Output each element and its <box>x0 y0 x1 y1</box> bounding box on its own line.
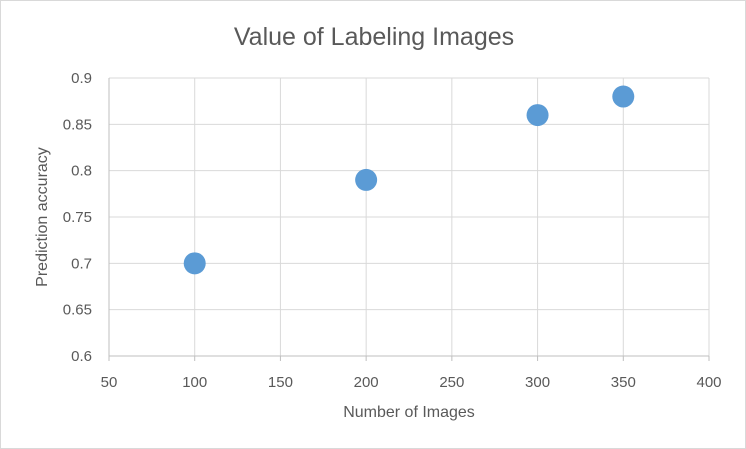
y-tick-label-0: 0.6 <box>71 348 92 365</box>
data-point-3 <box>612 85 635 108</box>
data-point-2 <box>526 104 549 127</box>
x-tick-label-2: 150 <box>268 374 293 391</box>
x-tick-label-1: 100 <box>182 374 207 391</box>
chart-title: Value of Labeling Images <box>234 23 514 51</box>
x-tick-label-7: 400 <box>696 374 721 391</box>
x-axis-title: Number of Images <box>343 404 475 421</box>
y-tick-label-3: 0.75 <box>63 209 92 226</box>
data-point-1 <box>355 168 378 191</box>
y-tick-label-1: 0.65 <box>63 302 92 319</box>
x-tick-label-4: 250 <box>439 374 464 391</box>
data-point-0 <box>183 252 206 275</box>
x-tick-label-5: 300 <box>525 374 550 391</box>
x-tick-label-0: 50 <box>101 374 118 391</box>
y-tick-label-2: 0.7 <box>71 255 92 272</box>
y-axis-title: Prediction accuracy <box>34 147 51 287</box>
axes <box>108 78 710 361</box>
y-tick-label-5: 0.85 <box>63 116 92 133</box>
x-tick-label-6: 350 <box>611 374 636 391</box>
tick-labels: 50 100 150 200 250 300 350 400 0.6 0.65 0.7 0.75 0.8… <box>63 70 722 391</box>
x-tick-label-3: 200 <box>354 374 379 391</box>
data-points <box>183 85 635 275</box>
y-tick-label-4: 0.8 <box>71 163 92 180</box>
grid-lines <box>109 77 710 356</box>
y-tick-label-6: 0.9 <box>71 70 92 87</box>
